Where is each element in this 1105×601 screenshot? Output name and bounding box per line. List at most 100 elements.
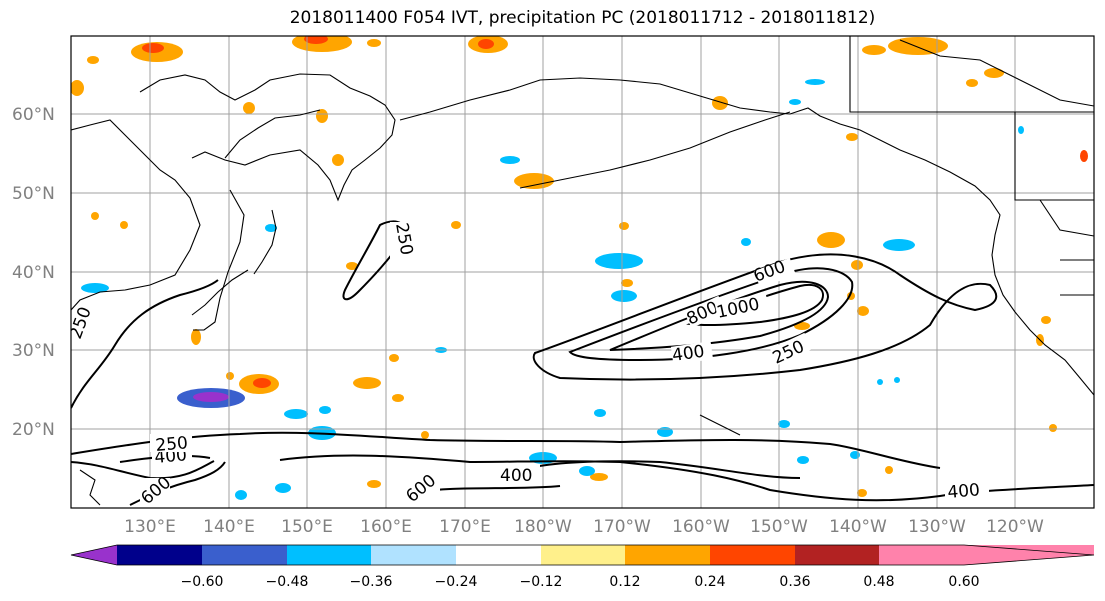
precip-patch <box>862 45 886 55</box>
colorbar-extend-high <box>964 545 1094 565</box>
graticule <box>71 36 1094 508</box>
coastlines <box>71 36 1094 506</box>
precip-patch <box>191 329 201 345</box>
precip-patch <box>243 102 255 114</box>
precip-patch <box>778 420 790 428</box>
colorbar-tick-label: 0.24 <box>694 574 725 590</box>
precip-patch <box>120 221 128 229</box>
precip-patch <box>590 473 608 481</box>
colorbar-segment <box>117 545 202 565</box>
colorbar-tick-label: −0.24 <box>435 574 478 590</box>
precip-patch <box>894 377 900 383</box>
colorbar-segment <box>710 545 795 565</box>
ivt-contour <box>71 431 941 469</box>
precip-patch <box>619 222 629 230</box>
precip-patch <box>805 79 825 85</box>
lon-label: 140°W <box>829 517 887 537</box>
precip-patch <box>353 377 381 389</box>
contour-label: 400 <box>947 480 981 503</box>
precip-patch <box>883 239 915 251</box>
colorbar-tick-label: −0.36 <box>350 574 393 590</box>
lon-label: 180°W <box>514 517 572 537</box>
precip-patch <box>226 372 234 380</box>
colorbar-segment <box>202 545 287 565</box>
lon-label: 130°W <box>908 517 966 537</box>
colorbar-segment <box>879 545 964 565</box>
latitude-labels: 60°N 50°N 40°N 30°N 20°N <box>12 105 55 440</box>
colorbar-extend-low <box>71 545 117 565</box>
map-title: 2018011400 F054 IVT, precipitation PC (2… <box>289 8 876 28</box>
ivt-contour <box>71 460 215 480</box>
map-frame <box>70 35 1095 509</box>
colorbar-tick-label: 0.48 <box>863 574 894 590</box>
lon-label: 120°W <box>986 517 1044 537</box>
precip-patch <box>579 466 595 476</box>
lat-label: 30°N <box>12 341 55 361</box>
contour-label: 250 <box>155 433 189 456</box>
precip-patch <box>797 456 809 464</box>
precip-patch <box>514 173 554 189</box>
colorbar-tick-label: −0.60 <box>181 574 224 590</box>
precip-patch <box>984 68 1004 78</box>
precip-patch <box>275 483 291 493</box>
precip-patch <box>367 39 381 47</box>
precip-patch <box>789 99 801 105</box>
lon-label: 150°W <box>750 517 808 537</box>
lat-label: 40°N <box>12 263 55 283</box>
precip-patch <box>1080 150 1088 162</box>
precip-patch <box>87 56 99 64</box>
lat-label: 50°N <box>12 184 55 204</box>
precip-patch <box>857 489 867 497</box>
precip-patch <box>851 260 863 270</box>
lon-label: 150°E <box>281 517 333 537</box>
precip-patch <box>451 221 461 229</box>
precip-patch <box>71 80 84 96</box>
precip-patch <box>392 394 404 402</box>
ivt-contour-labels: 250 600 800 1000 400 250 250 400 600 600… <box>71 221 989 508</box>
precip-patch <box>621 279 633 287</box>
precip-patch <box>857 306 869 316</box>
precip-patch <box>500 156 520 164</box>
precip-patch <box>885 466 893 474</box>
precip-patch <box>239 374 279 394</box>
precip-patch <box>421 431 429 439</box>
precip-patch <box>1041 316 1051 324</box>
precip-patch <box>292 36 352 52</box>
precip-patch <box>846 133 858 141</box>
precip-patch <box>265 224 277 232</box>
colorbar-tick-label: −0.12 <box>520 574 563 590</box>
precip-patch <box>91 212 99 220</box>
lon-label: 130°E <box>124 517 176 537</box>
lat-label: 60°N <box>12 105 55 125</box>
colorbar-segment <box>795 545 880 565</box>
precip-patch <box>316 109 328 123</box>
lat-label: 20°N <box>12 420 55 440</box>
precip-patch <box>741 238 751 246</box>
precip-patch <box>1018 126 1024 134</box>
longitude-labels: 130°E 140°E 150°E 160°E 170°E 180°W 170°… <box>124 517 1044 537</box>
precip-patch <box>367 480 381 488</box>
precip-patch <box>468 36 508 53</box>
precip-patch <box>712 96 728 110</box>
ivt-contour <box>71 279 219 409</box>
precip-patch <box>595 253 643 269</box>
colorbar-tick-label: −0.48 <box>266 574 309 590</box>
precip-patch <box>817 232 845 248</box>
colorbar-tick-label: 0.60 <box>948 574 979 590</box>
precip-patch <box>966 79 978 87</box>
precip-patch <box>131 42 183 62</box>
colorbar-segment <box>456 545 541 565</box>
colorbar-segment <box>287 545 372 565</box>
precip-patch <box>346 262 358 270</box>
colorbar-segment <box>625 545 710 565</box>
colorbar: −0.60 −0.48 −0.36 −0.24 −0.12 0.12 0.24 … <box>70 544 1095 590</box>
precip-patch <box>177 388 245 408</box>
precip-patch <box>332 154 344 166</box>
precip-patch <box>81 283 109 293</box>
precip-patch <box>1049 424 1057 432</box>
contour-label: 400 <box>671 342 706 366</box>
precip-patch <box>284 409 308 419</box>
lon-label: 160°W <box>672 517 730 537</box>
contour-label: 400 <box>500 466 532 486</box>
